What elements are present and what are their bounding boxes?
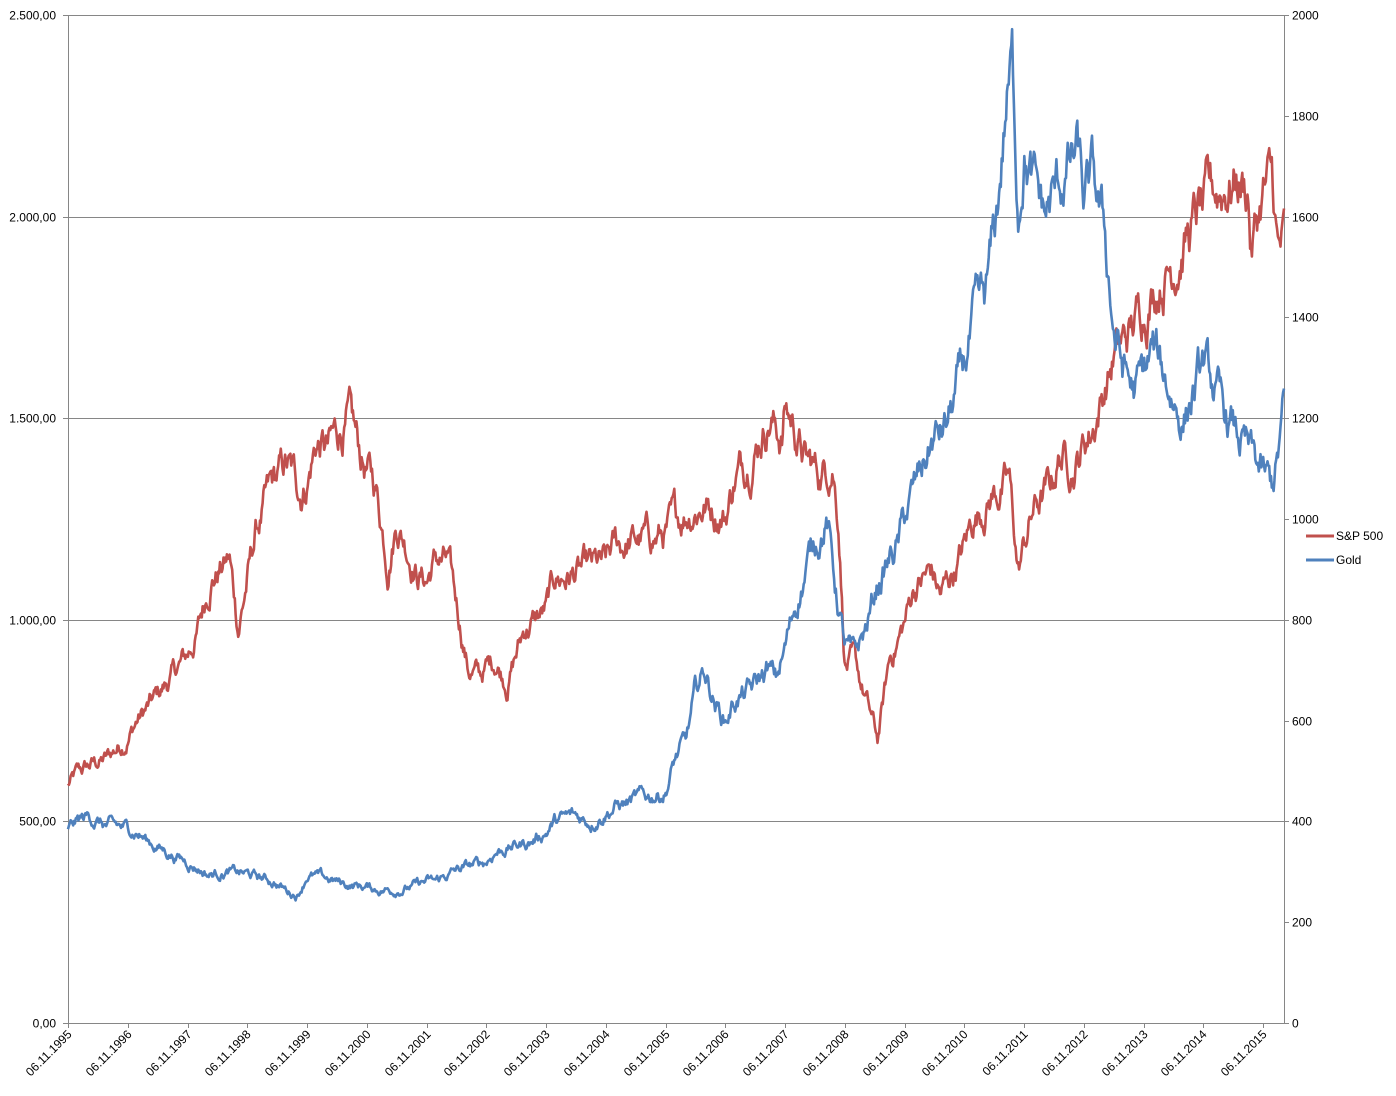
right-tick-label: 1000 <box>1292 513 1319 527</box>
x-tick-label: 06.11.2002 <box>441 1027 493 1079</box>
x-tick-label: 06.11.2015 <box>1218 1027 1270 1079</box>
x-tick-label: 06.11.2000 <box>322 1027 374 1079</box>
x-tick-label: 06.11.1996 <box>83 1027 135 1079</box>
x-tick-label: 06.11.1995 <box>23 1027 75 1079</box>
left-tick-label: 1.500,00 <box>9 412 56 426</box>
left-tick-label: 0,00 <box>33 1017 57 1031</box>
x-tick-label: 06.11.1997 <box>143 1027 195 1079</box>
right-tick-label: 1200 <box>1292 412 1319 426</box>
x-tick-label: 06.11.2012 <box>1039 1027 1091 1079</box>
x-tick-label: 06.11.2006 <box>680 1027 732 1079</box>
x-tick-label: 06.11.2010 <box>919 1027 971 1079</box>
x-axis-ticks: 06.11.1995 06.11.1996 06.11.1997 06.11.1998… <box>23 1023 1270 1079</box>
right-tick-label: 2000 <box>1292 9 1319 23</box>
x-tick-label: 06.11.2003 <box>501 1027 553 1079</box>
left-tick-label: 2.500,00 <box>9 9 56 23</box>
left-tick-label: 500,00 <box>19 815 56 829</box>
x-tick-label: 06.11.2005 <box>621 1027 673 1079</box>
x-tick-label: 06.11.2004 <box>561 1027 613 1079</box>
x-tick-label: 06.11.2008 <box>800 1027 852 1079</box>
right-tick-label: 200 <box>1292 916 1312 930</box>
x-tick-label: 06.11.1998 <box>202 1027 254 1079</box>
right-tick-label: 1400 <box>1292 311 1319 325</box>
left-tick-label: 1.000,00 <box>9 614 56 628</box>
legend-label-gold: Gold <box>1336 553 1361 567</box>
gridlines <box>68 15 1284 822</box>
right-tick-label: 0 <box>1292 1017 1299 1031</box>
x-tick-label: 06.11.2013 <box>1099 1027 1151 1079</box>
axes <box>68 15 1285 1024</box>
right-tick-label: 400 <box>1292 815 1312 829</box>
x-tick-label: 06.11.2014 <box>1158 1027 1210 1079</box>
right-axis-ticks: 0 200 400 600 800 1000 1200 1400 1600 1800 2000 <box>1284 9 1319 1031</box>
x-tick-label: 06.11.2001 <box>382 1027 434 1079</box>
left-axis-ticks: 0,00 500,00 1.000,00 1.500,00 2.000,00 2.500,… <box>9 9 68 1031</box>
right-tick-label: 600 <box>1292 715 1312 729</box>
gold-line <box>66 27 1286 902</box>
x-tick-label: 06.11.2011 <box>980 1027 1031 1078</box>
right-tick-label: 1600 <box>1292 211 1319 225</box>
right-tick-label: 800 <box>1292 614 1312 628</box>
right-tick-label: 1800 <box>1292 110 1319 124</box>
legend: S&P 500 Gold <box>1306 529 1383 567</box>
series <box>66 27 1286 902</box>
x-tick-label: 06.11.2007 <box>740 1027 792 1079</box>
legend-label-sp500: S&P 500 <box>1336 529 1383 543</box>
left-tick-label: 2.000,00 <box>9 211 56 225</box>
x-tick-label: 06.11.1999 <box>262 1027 314 1079</box>
x-tick-label: 06.11.2009 <box>860 1027 912 1079</box>
sp500-line <box>66 146 1286 787</box>
